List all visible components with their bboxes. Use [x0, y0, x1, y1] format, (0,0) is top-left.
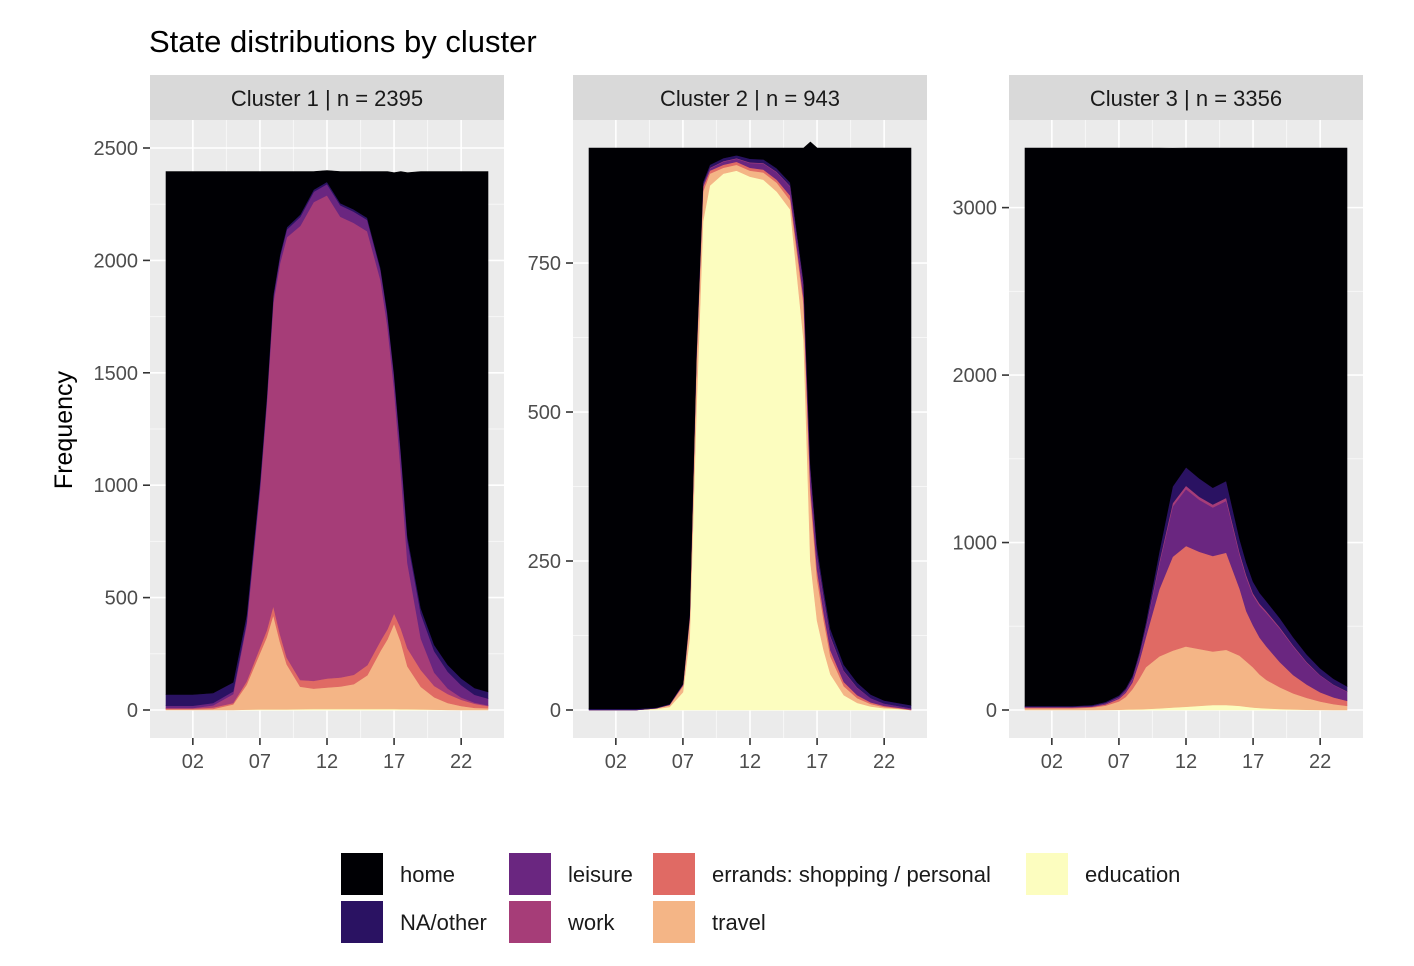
legend-label-travel: travel — [712, 910, 766, 935]
legend-key-leisure — [508, 852, 552, 896]
facet-strip-label: Cluster 3 | n = 3356 — [1090, 86, 1282, 111]
y-tick-label: 750 — [528, 253, 561, 275]
x-tick-label: 07 — [1108, 751, 1130, 773]
x-tick-label: 12 — [316, 751, 338, 773]
legend-label-education: education — [1085, 862, 1181, 887]
legend: home NA/other leisure work errands: shop… — [340, 852, 1240, 948]
facet-panel-1: Cluster 1 | n = 2395 0 500 1000 1500 2000 2500… — [94, 75, 504, 773]
y-tick-label: 2000 — [953, 365, 998, 387]
y-tick-label: 0 — [127, 700, 138, 722]
x-tick-label: 17 — [383, 751, 405, 773]
x-tick-label: 22 — [1309, 751, 1331, 773]
x-tick-label: 02 — [605, 751, 627, 773]
y-tick-label: 250 — [528, 551, 561, 573]
legend-label-na-other: NA/other — [400, 910, 487, 935]
facet-strip — [150, 75, 504, 120]
y-tick-label: 0 — [550, 700, 561, 722]
legend-label-home: home — [400, 862, 456, 887]
legend-key-na-other — [340, 900, 384, 944]
x-tick-label: 17 — [1242, 751, 1264, 773]
facet-panels: Cluster 1 | n = 239505001000150020002500… — [94, 75, 1363, 773]
facet-panel-3: Cluster 3 | n = 3356 0 1000 2000 3000 02 07 12 1… — [953, 75, 1363, 773]
y-tick-label: 0 — [986, 700, 997, 722]
area-home — [588, 141, 912, 710]
y-tick-label: 500 — [528, 402, 561, 424]
area-home — [165, 170, 489, 695]
y-tick-label: 3000 — [953, 198, 998, 220]
legend-key-errands — [652, 852, 696, 896]
legend-key-travel — [652, 900, 696, 944]
y-tick-label: 1000 — [953, 533, 998, 555]
legend-key-work — [508, 900, 552, 944]
facet-strip-label: Cluster 2 | n = 943 — [660, 86, 840, 111]
x-tick-label: 12 — [1175, 751, 1197, 773]
x-tick-label: 17 — [806, 751, 828, 773]
facet-strip — [573, 75, 927, 120]
chart-title: State distributions by cluster — [149, 24, 537, 59]
x-tick-label: 22 — [450, 751, 472, 773]
area-home — [1024, 147, 1348, 707]
facet-strip-label: Cluster 1 | n = 2395 — [231, 86, 423, 111]
legend-key-home — [340, 852, 384, 896]
legend-key-education — [1025, 852, 1069, 896]
facet-strip — [1009, 75, 1363, 120]
y-tick-label: 500 — [105, 588, 138, 610]
x-tick-label: 12 — [739, 751, 761, 773]
x-tick-label: 22 — [873, 751, 895, 773]
y-tick-label: 1500 — [94, 363, 139, 385]
x-tick-label: 02 — [182, 751, 204, 773]
legend-label-leisure: leisure — [568, 862, 633, 887]
y-tick-label: 2000 — [94, 250, 139, 272]
y-tick-label: 2500 — [94, 138, 139, 160]
x-tick-label: 02 — [1041, 751, 1063, 773]
x-tick-label: 07 — [672, 751, 694, 773]
legend-label-work: work — [568, 910, 615, 935]
x-tick-label: 07 — [249, 751, 271, 773]
y-tick-label: 1000 — [94, 475, 139, 497]
facet-panel-2: Cluster 2 | n = 943 0 250 500 750 02 07 12 17 22 — [528, 75, 927, 773]
legend-label-errands: errands: shopping / personal — [712, 862, 991, 887]
y-axis-title: Frequency — [50, 370, 78, 489]
